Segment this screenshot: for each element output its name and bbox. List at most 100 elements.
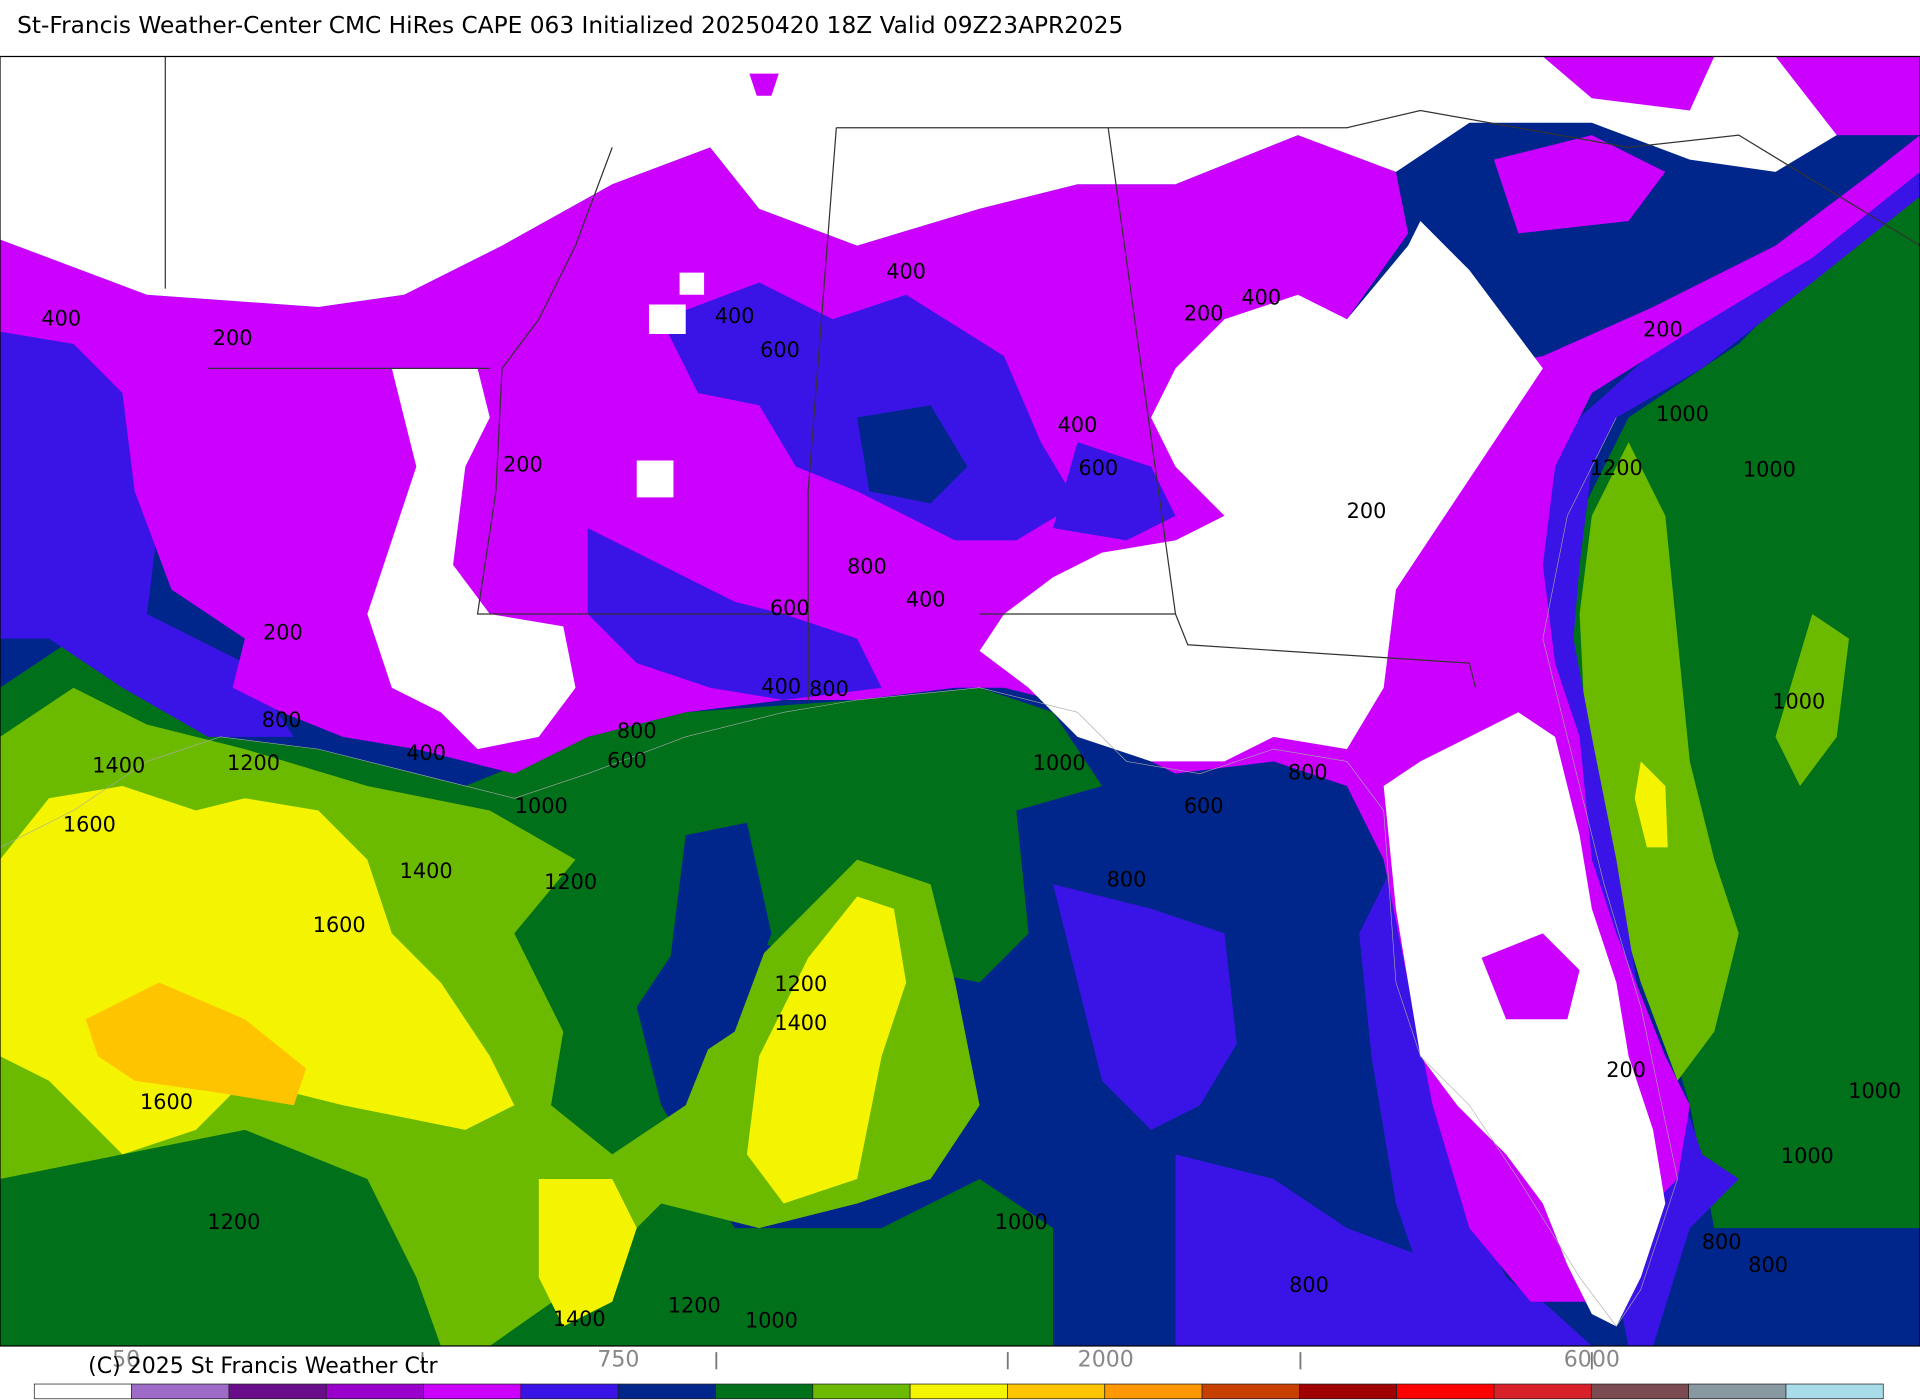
contour-label: 1200 xyxy=(227,751,280,775)
contour-label: 400 xyxy=(715,304,755,328)
contour-label: 1600 xyxy=(63,812,116,836)
contour-label: 1000 xyxy=(1743,457,1796,481)
field-yellow xyxy=(1634,761,1668,848)
state-borders xyxy=(0,56,1920,1327)
colorbar-swatch xyxy=(1785,1383,1884,1400)
title: St-Francis Weather-Center CMC HiRes CAPE… xyxy=(17,12,1123,39)
contour-label: 1000 xyxy=(515,794,568,818)
colorbar-swatch xyxy=(715,1383,814,1400)
contour-label: 1200 xyxy=(774,972,827,996)
field-green-dark xyxy=(0,1129,441,1346)
field-magenta xyxy=(1481,933,1580,1020)
contour-label: 400 xyxy=(906,588,946,612)
colorbar-swatch xyxy=(325,1383,424,1400)
contour-label: 600 xyxy=(760,338,800,362)
colorbar-label: 2000 xyxy=(1078,1348,1134,1373)
contour-label: 1400 xyxy=(92,753,145,777)
contour-label: 800 xyxy=(847,554,887,578)
coastline xyxy=(0,417,1678,1327)
map-field xyxy=(0,56,1920,1346)
field-violet xyxy=(661,282,1078,541)
colorbar-swatch xyxy=(1396,1383,1495,1400)
contour-label: 1400 xyxy=(553,1307,606,1331)
contour-label: 400 xyxy=(1058,413,1098,437)
colorbar-swatch xyxy=(131,1383,230,1400)
contour-label: 800 xyxy=(1107,868,1147,892)
contour-label: 200 xyxy=(1643,317,1683,341)
contour-label: 1000 xyxy=(995,1210,1048,1234)
contour-label: 800 xyxy=(1702,1230,1742,1254)
field-white xyxy=(636,272,705,498)
contour-label: 600 xyxy=(770,596,810,620)
field-orange xyxy=(85,982,307,1106)
colorbar: 50 750 2000 6000 xyxy=(33,1348,1884,1400)
contour-label: 1000 xyxy=(1848,1079,1901,1103)
field-blue xyxy=(667,822,772,1057)
field-yellow xyxy=(746,896,907,1204)
contour-label: 1200 xyxy=(544,870,597,894)
map-frame xyxy=(0,55,1920,1347)
field-magenta xyxy=(1542,56,1715,111)
contour-label: 400 xyxy=(761,675,801,699)
field-violet xyxy=(1053,442,1176,541)
field-magenta xyxy=(1493,135,1666,234)
contour-label: 400 xyxy=(406,741,446,765)
copyright: (C) 2025 St Francis Weather Ctr xyxy=(88,1354,438,1379)
colorbar-label: 50 xyxy=(112,1348,140,1373)
contour-label: 400 xyxy=(886,260,926,284)
colorbar-swatch xyxy=(1104,1383,1203,1400)
contour-label: 400 xyxy=(1241,285,1281,309)
contour-label: 1600 xyxy=(140,1090,193,1114)
colorbar-swatch xyxy=(1493,1383,1592,1400)
contour-label: 200 xyxy=(1184,301,1224,325)
contour-label: 1200 xyxy=(207,1210,260,1234)
contour-label: 1200 xyxy=(1590,456,1643,480)
colorbar-swatch xyxy=(1299,1383,1398,1400)
colorbar-swatch xyxy=(520,1383,619,1400)
contour-label: 1400 xyxy=(400,859,453,883)
field-yellow xyxy=(538,1178,637,1327)
contour-label: 1000 xyxy=(1772,689,1825,713)
contour-label: 200 xyxy=(503,452,543,476)
colorbar-swatch xyxy=(228,1383,327,1400)
colorbar-swatch xyxy=(1688,1383,1787,1400)
contour-label: 1000 xyxy=(745,1308,798,1332)
contour-label: 400 xyxy=(41,306,81,330)
field-blue xyxy=(857,405,968,504)
contour-label: 800 xyxy=(617,719,657,743)
colorbar-label: 6000 xyxy=(1564,1348,1620,1373)
field-magenta xyxy=(749,73,779,96)
field-violet xyxy=(1053,884,1237,1130)
colorbar-swatch xyxy=(33,1383,132,1400)
contour-label: 200 xyxy=(1606,1058,1646,1082)
colorbar-swatch xyxy=(423,1383,522,1400)
contour-label: 800 xyxy=(262,708,302,732)
contour-label: 1400 xyxy=(774,1011,827,1035)
contour-label: 1000 xyxy=(1656,402,1709,426)
field-white xyxy=(367,368,576,750)
border xyxy=(1107,127,1477,688)
contour-label: 600 xyxy=(607,748,647,772)
colorbar-label: 750 xyxy=(597,1348,639,1373)
contour-label: 200 xyxy=(263,621,303,645)
colorbar-swatch xyxy=(617,1383,716,1400)
contour-label: 800 xyxy=(1289,1273,1329,1297)
contour-label: 800 xyxy=(809,677,849,701)
contour-label: 1600 xyxy=(313,913,366,937)
field-white xyxy=(0,56,1920,308)
colorbar-swatch xyxy=(909,1383,1008,1400)
colorbar-swatch xyxy=(1590,1383,1690,1400)
contour-label: 1200 xyxy=(668,1294,721,1318)
field-magenta xyxy=(1775,56,1920,136)
border xyxy=(476,147,809,615)
field-green xyxy=(1579,442,1739,1081)
border xyxy=(836,109,1920,247)
contour-label: 1000 xyxy=(1033,751,1086,775)
contour-label: 800 xyxy=(1748,1253,1788,1277)
contour-label: 1000 xyxy=(1781,1144,1834,1168)
border xyxy=(807,127,837,700)
colorbar-swatch xyxy=(812,1383,911,1400)
